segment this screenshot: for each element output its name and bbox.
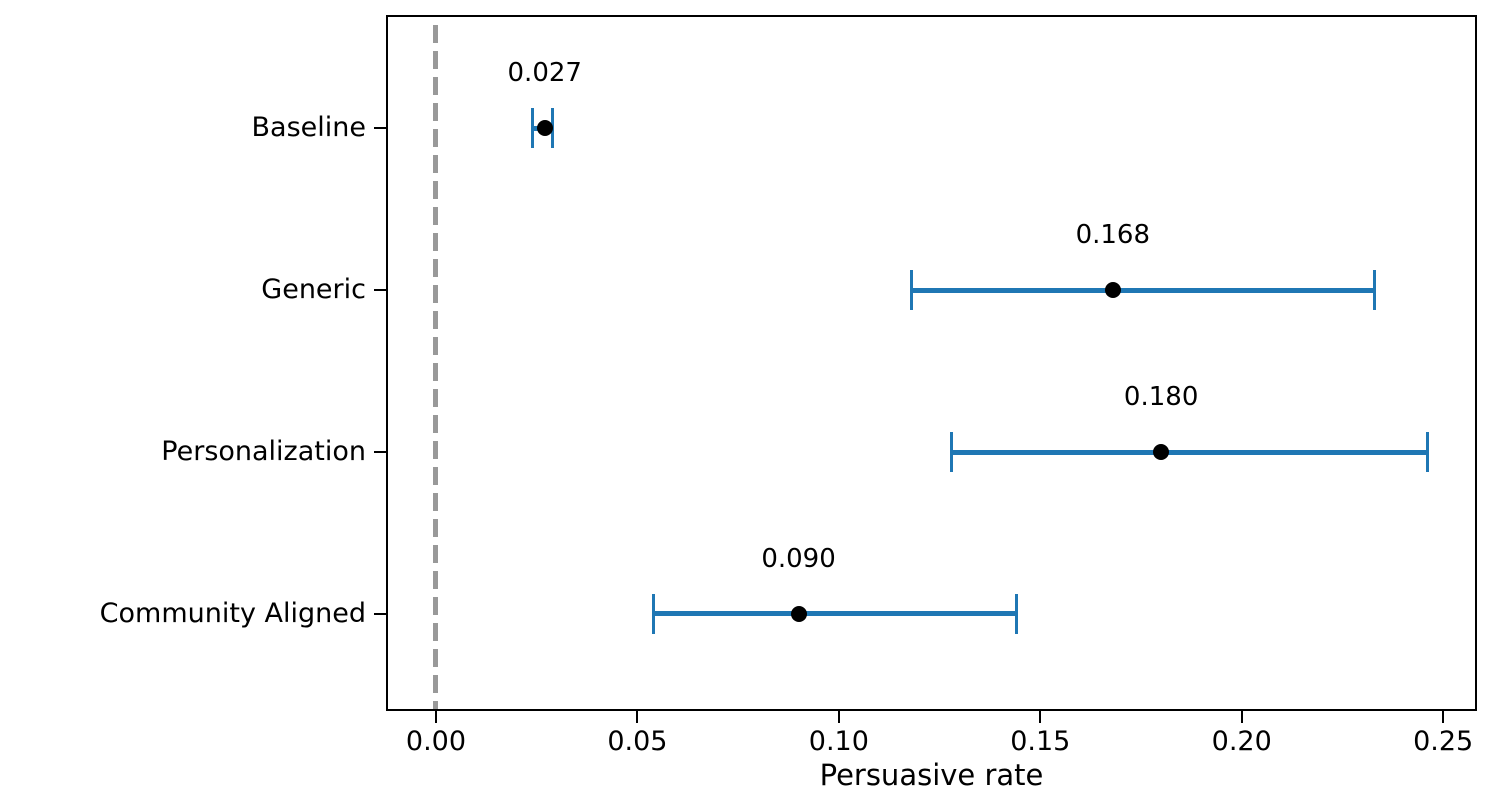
data-point [1153, 444, 1170, 461]
x-tick [1442, 711, 1445, 723]
category-tick [374, 451, 386, 454]
x-tick-label: 0.20 [1211, 726, 1272, 757]
value-label: 0.090 [761, 543, 836, 574]
data-point [536, 120, 553, 137]
data-point [1104, 282, 1121, 299]
plot-area [386, 15, 1477, 711]
error-bar-cap-left [531, 108, 535, 149]
error-bar [653, 611, 1017, 617]
x-tick-label: 0.10 [808, 726, 869, 757]
category-label: Baseline [251, 112, 366, 144]
x-tick [837, 711, 840, 723]
x-tick-label: 0.25 [1413, 726, 1474, 757]
x-tick-label: 0.15 [1010, 726, 1071, 757]
x-tick [434, 711, 437, 723]
value-label: 0.027 [507, 58, 582, 89]
error-bar-cap-left [950, 432, 954, 473]
x-tick-label: 0.05 [607, 726, 668, 757]
category-label: Generic [261, 274, 366, 306]
x-tick [1240, 711, 1243, 723]
error-bar-cap-left [652, 593, 655, 634]
data-point [790, 605, 807, 622]
error-bar-cap-right [1014, 593, 1018, 634]
error-bar [911, 287, 1375, 293]
category-label: Personalization [161, 436, 366, 468]
x-tick [636, 711, 639, 723]
category-label: Community Aligned [99, 597, 366, 629]
value-label: 0.168 [1075, 220, 1150, 251]
error-bar-cap-right [1425, 432, 1429, 473]
category-tick [374, 127, 386, 130]
error-bar [951, 449, 1428, 455]
x-axis-label: Persuasive rate [819, 758, 1044, 792]
error-bar-cap-right [551, 108, 555, 149]
x-tick-label: 0.00 [405, 726, 467, 757]
x-tick [1039, 711, 1042, 723]
zero-reference-line [433, 17, 439, 709]
error-bar-cap-left [909, 270, 913, 311]
category-tick [374, 289, 386, 292]
category-tick [374, 612, 386, 615]
value-label: 0.180 [1123, 382, 1199, 413]
error-bar-cap-right [1373, 270, 1377, 311]
